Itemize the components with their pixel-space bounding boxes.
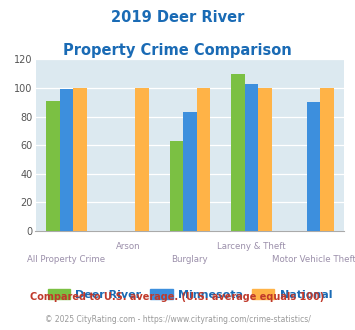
Legend: Deer River, Minnesota, National: Deer River, Minnesota, National: [43, 284, 337, 304]
Text: Larceny & Theft: Larceny & Theft: [217, 242, 286, 251]
Bar: [46, 101, 60, 231]
Bar: [231, 74, 245, 231]
Text: © 2025 CityRating.com - https://www.cityrating.com/crime-statistics/: © 2025 CityRating.com - https://www.city…: [45, 315, 310, 324]
Bar: [135, 88, 148, 231]
Text: Motor Vehicle Theft: Motor Vehicle Theft: [272, 255, 355, 264]
Bar: [170, 141, 183, 231]
Bar: [245, 84, 258, 231]
Bar: [73, 88, 87, 231]
Text: Compared to U.S. average. (U.S. average equals 100): Compared to U.S. average. (U.S. average …: [31, 292, 324, 302]
Bar: [320, 88, 334, 231]
Bar: [60, 89, 73, 231]
Text: Burglary: Burglary: [171, 255, 208, 264]
Text: Arson: Arson: [116, 242, 141, 251]
Bar: [258, 88, 272, 231]
Bar: [307, 102, 320, 231]
Text: Property Crime Comparison: Property Crime Comparison: [63, 43, 292, 58]
Text: All Property Crime: All Property Crime: [27, 255, 105, 264]
Bar: [183, 112, 197, 231]
Text: 2019 Deer River: 2019 Deer River: [111, 10, 244, 25]
Bar: [197, 88, 210, 231]
